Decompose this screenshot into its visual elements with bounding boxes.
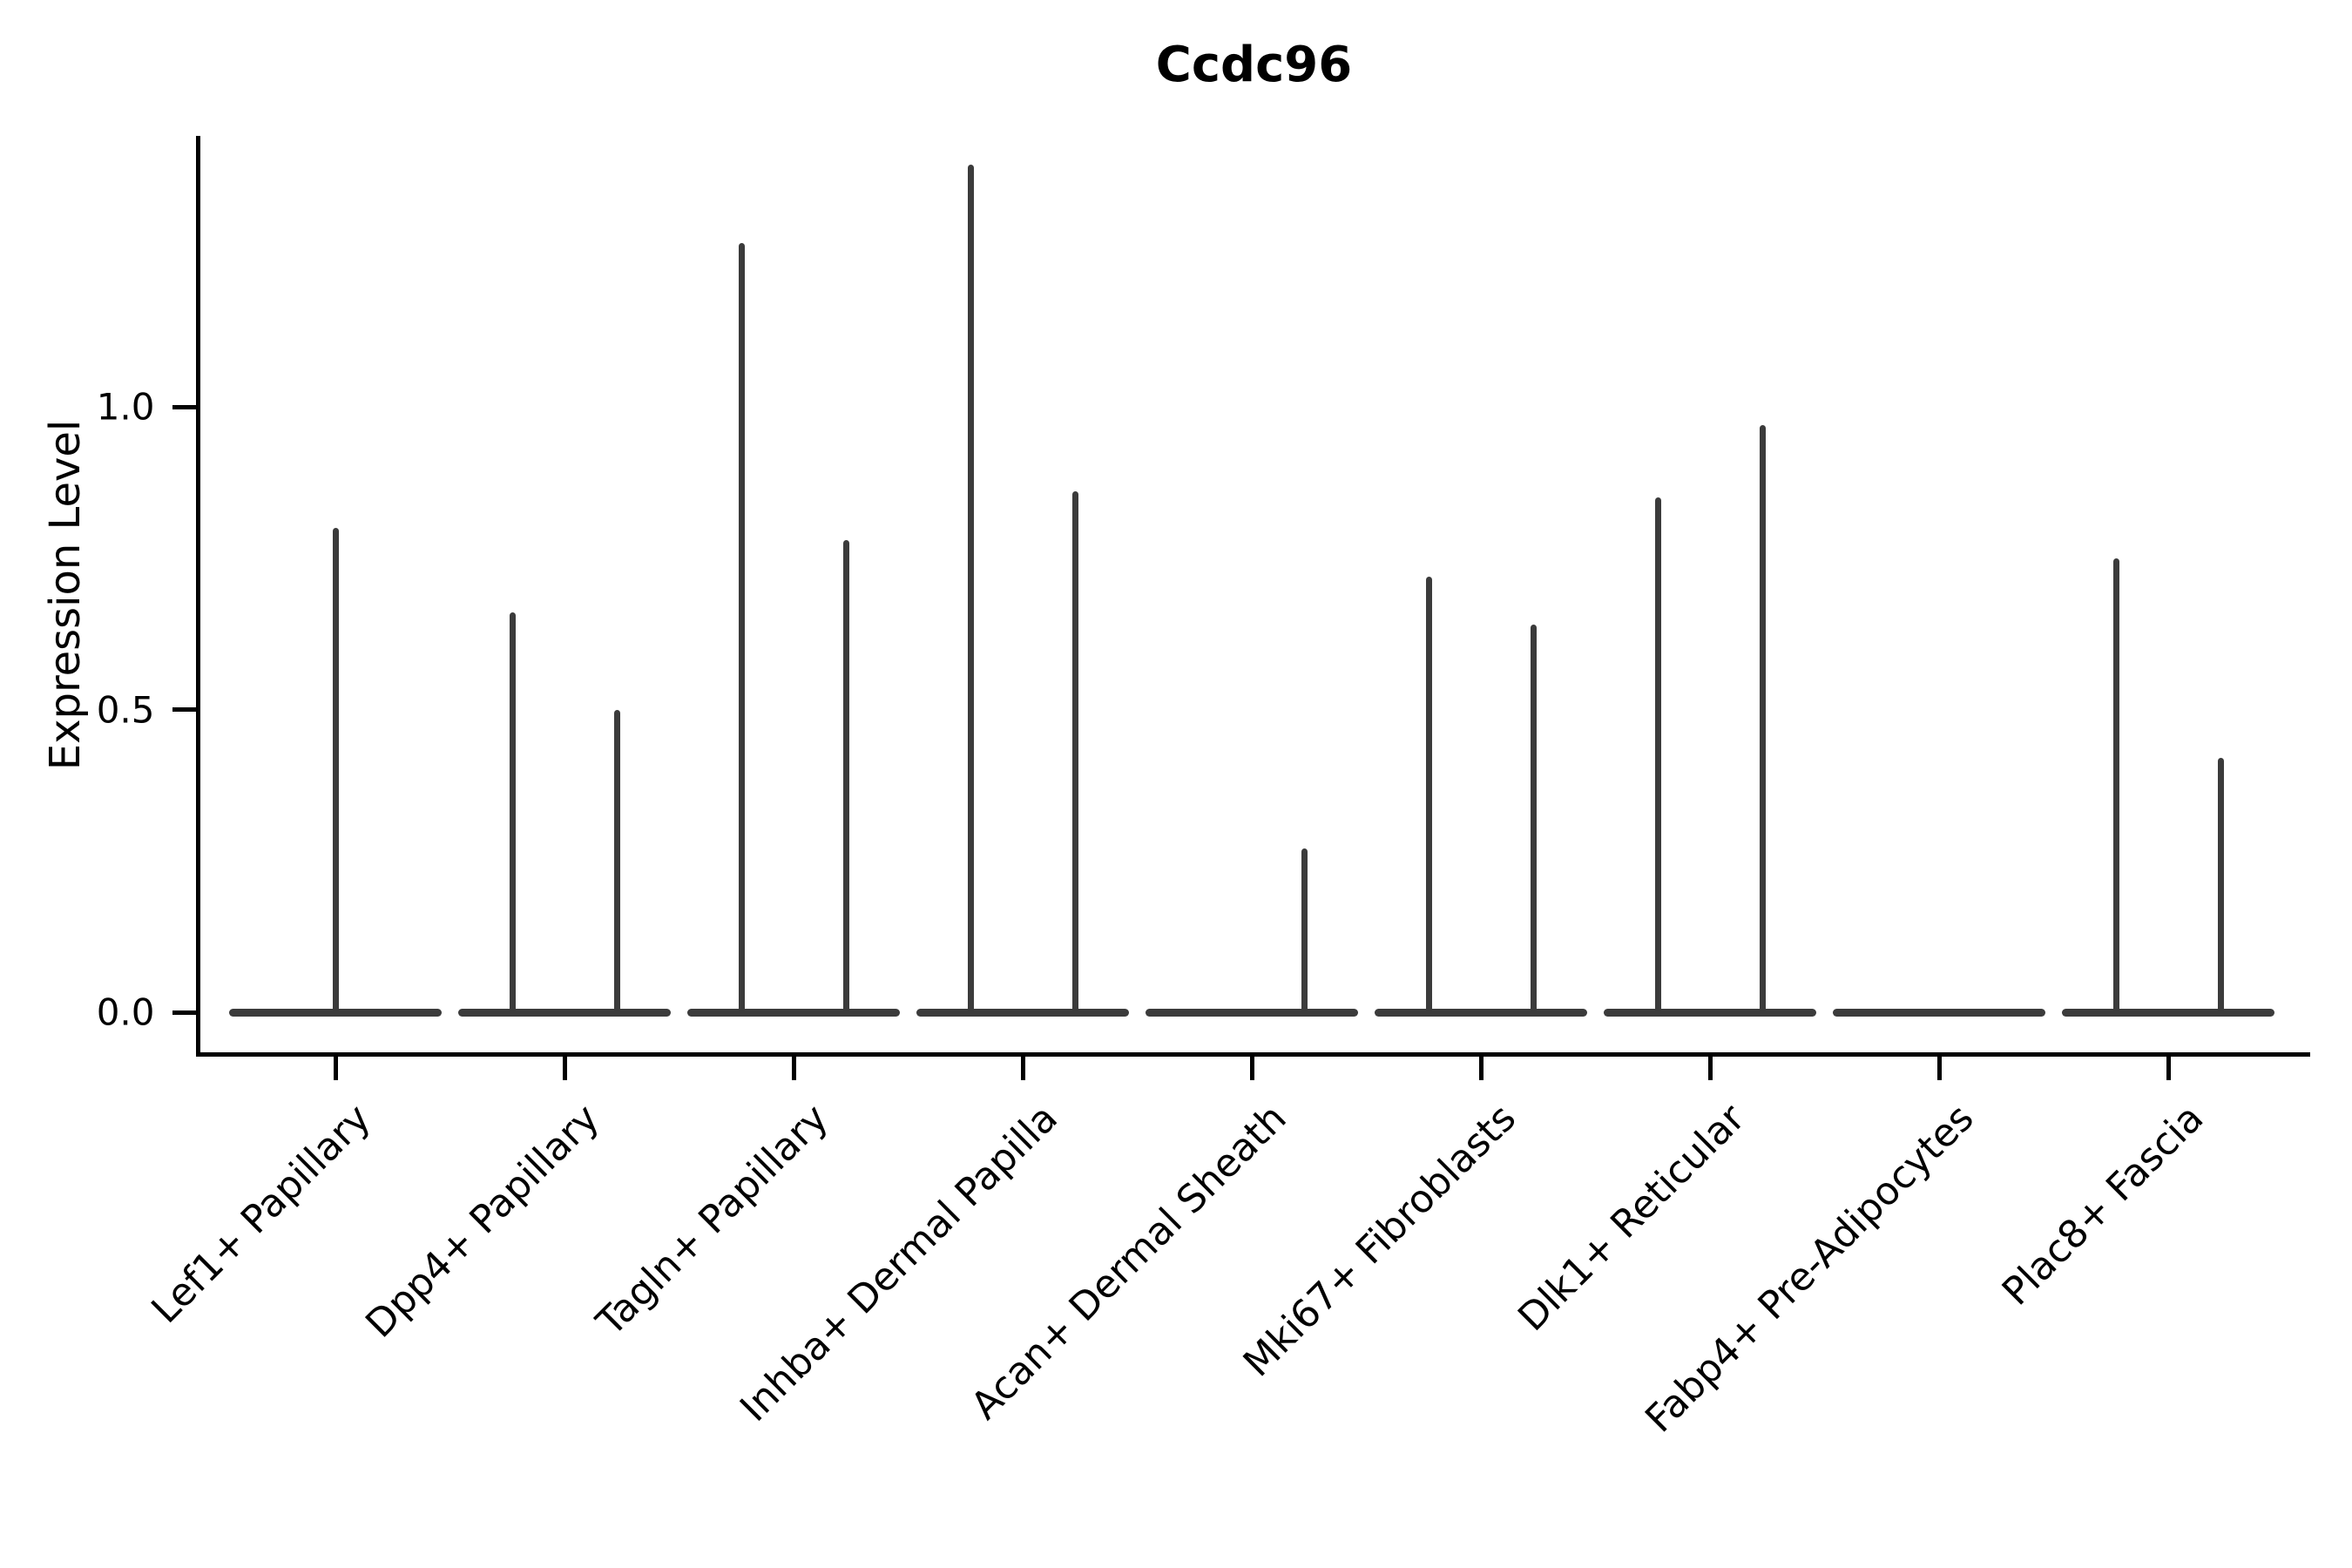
- x-tick-mark: [1478, 1056, 1484, 1080]
- violin-spike: [738, 243, 745, 1012]
- x-tick-mark: [1936, 1056, 1942, 1080]
- x-tick-mark: [1707, 1056, 1713, 1080]
- violin-zero-mass: [458, 1008, 671, 1017]
- x-tick-mark: [1020, 1056, 1025, 1080]
- violin-spike: [509, 612, 516, 1012]
- violin-spike: [613, 709, 620, 1012]
- violin-zero-mass: [2062, 1008, 2274, 1017]
- x-tick-label: Dpp4+ Papillary: [357, 1095, 609, 1347]
- page-title: Ccdc96: [1155, 37, 1353, 93]
- y-tick-label: 1.0: [96, 385, 155, 429]
- x-tick-label: Lef1+ Papillary: [142, 1095, 380, 1332]
- y-tick-mark: [172, 404, 196, 409]
- violin-spike: [2112, 558, 2119, 1012]
- x-tick-label: Tagln+ Papillary: [588, 1095, 838, 1344]
- violin-spike: [1530, 625, 1537, 1012]
- violin-spike: [967, 165, 974, 1012]
- y-tick-mark: [172, 1010, 196, 1015]
- violin-spike: [1759, 424, 1766, 1012]
- violin-spike: [1301, 848, 1308, 1012]
- violin-zero-mass: [229, 1008, 442, 1017]
- x-tick-mark: [333, 1056, 338, 1080]
- y-tick-label: 0.5: [96, 688, 155, 731]
- violin-zero-mass: [1375, 1008, 1587, 1017]
- violin-zero-mass: [1146, 1008, 1358, 1017]
- y-tick-label: 0.0: [96, 990, 155, 1034]
- violin-zero-mass: [1604, 1008, 1816, 1017]
- violin-spike: [842, 539, 849, 1012]
- violin-spike: [1654, 497, 1661, 1012]
- x-axis-spine: [195, 1051, 2310, 1057]
- x-tick-mark: [2166, 1056, 2171, 1080]
- x-tick-mark: [1249, 1056, 1254, 1080]
- y-axis-spine: [195, 136, 200, 1057]
- y-tick-mark: [172, 707, 196, 712]
- x-tick-mark: [562, 1056, 567, 1080]
- violin-spike: [1071, 491, 1078, 1012]
- violin-zero-mass: [1833, 1008, 2045, 1017]
- violin-spike: [332, 528, 339, 1012]
- violin-spike: [2217, 758, 2224, 1012]
- x-tick-label: Plac8+ Fascia: [1993, 1095, 2213, 1315]
- violin-spike: [1425, 576, 1432, 1012]
- x-tick-mark: [791, 1056, 796, 1080]
- x-tick-label: Dlk1+ Reticular: [1510, 1095, 1754, 1340]
- violin-zero-mass: [687, 1008, 900, 1017]
- violin-zero-mass: [916, 1008, 1129, 1017]
